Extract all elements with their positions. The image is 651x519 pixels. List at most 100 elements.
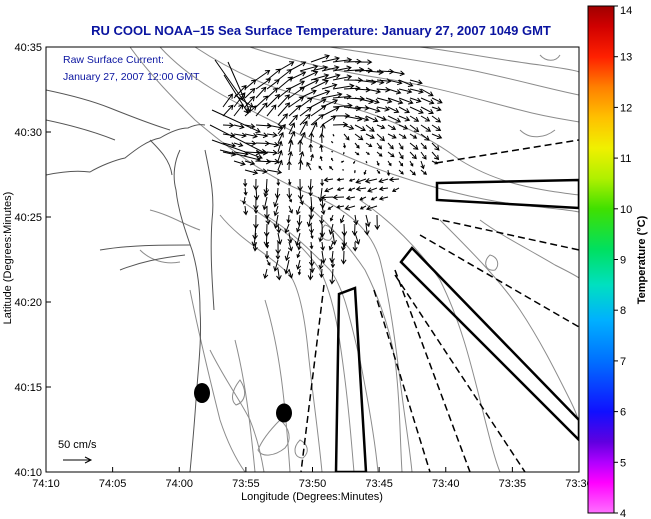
current-vector <box>341 232 348 248</box>
colorbar-tick-label: 5 <box>620 457 626 469</box>
current-vector <box>365 133 375 139</box>
current-vector <box>409 133 418 139</box>
current-vector <box>307 178 314 191</box>
current-vector <box>286 187 293 199</box>
current-vector <box>209 124 266 154</box>
current-vector <box>266 132 278 138</box>
y-tick-label: 40:25 <box>14 212 42 224</box>
current-vector <box>409 115 420 122</box>
current-vector <box>331 157 334 162</box>
y-tick-label: 40:20 <box>14 297 42 309</box>
current-vector <box>387 142 394 150</box>
current-vector <box>376 97 393 104</box>
current-vector <box>266 259 271 266</box>
current-vector <box>323 177 334 183</box>
current-vector <box>343 124 355 130</box>
current-vector <box>277 131 284 144</box>
current-vector <box>354 133 364 141</box>
current-vector <box>387 151 395 158</box>
current-vector <box>222 104 234 117</box>
colorbar-tick-label: 7 <box>620 356 626 368</box>
current-vector <box>431 124 442 132</box>
current-vector <box>309 241 314 250</box>
current-vector <box>318 232 324 243</box>
current-vector <box>387 97 404 105</box>
current-vector <box>310 114 324 126</box>
current-vector <box>253 187 260 201</box>
dashed-radials <box>300 139 579 472</box>
current-vector <box>319 214 325 225</box>
colorbar-label: Temperature (°C) <box>636 215 648 304</box>
current-vector <box>297 139 304 153</box>
current-vector <box>387 160 392 167</box>
current-vector <box>319 155 323 162</box>
current-vector <box>273 205 279 217</box>
current-vector <box>420 151 427 160</box>
current-vector <box>330 259 336 269</box>
current-vector <box>321 106 340 117</box>
current-vector <box>343 133 350 141</box>
current-vector <box>266 79 280 90</box>
current-vector <box>420 106 434 115</box>
current-vector <box>370 196 378 201</box>
current-vector <box>352 241 358 252</box>
x-axis-ticks: 74:10 74:05 74:00 73:55 73:50 73:45 73:40 73:35… <box>32 467 593 490</box>
current-vector <box>376 86 391 93</box>
bathymetry-contours <box>129 47 579 472</box>
current-vector <box>318 259 324 270</box>
current-vector <box>420 142 427 150</box>
current-vector <box>365 205 378 211</box>
current-vector <box>353 214 359 226</box>
current-vector <box>266 104 277 117</box>
current-vector <box>263 232 270 247</box>
x-axis-label: Longitude (Degrees:Minutes) <box>241 491 383 503</box>
current-vector <box>287 232 293 244</box>
current-vector <box>284 250 290 262</box>
current-vector <box>277 140 283 153</box>
current-vector <box>288 96 305 108</box>
current-vector <box>244 160 256 166</box>
current-vector <box>329 214 334 222</box>
current-vector <box>299 150 305 162</box>
colorbar-tick-label: 8 <box>620 305 626 317</box>
current-vector <box>354 232 361 245</box>
current-vector <box>354 124 366 132</box>
current-vector <box>276 268 282 281</box>
current-vector <box>336 177 345 182</box>
current-vector <box>288 130 296 144</box>
current-vector <box>287 241 293 252</box>
current-vector <box>343 95 365 102</box>
current-vector <box>365 88 382 94</box>
current-vector <box>342 151 345 155</box>
current-vector <box>284 223 290 234</box>
current-vector <box>420 88 434 97</box>
current-vector <box>276 232 283 245</box>
current-vector <box>398 160 404 167</box>
current-vector <box>376 160 380 166</box>
current-vector <box>387 115 402 123</box>
current-vector <box>288 114 298 126</box>
current-vector <box>253 206 259 214</box>
current-vector <box>387 106 400 114</box>
current-vector <box>255 95 269 108</box>
current-vector <box>277 87 292 99</box>
current-vector <box>409 88 424 94</box>
current-vector <box>277 149 283 162</box>
coastline <box>46 89 215 472</box>
current-vector <box>398 88 413 94</box>
current-vector <box>308 187 313 197</box>
current-vector <box>387 124 397 130</box>
current-vector <box>355 178 367 184</box>
current-vector <box>387 88 402 95</box>
current-vector <box>288 122 296 135</box>
current-vector <box>255 158 272 165</box>
current-vector <box>243 187 248 196</box>
current-vector <box>295 205 301 216</box>
current-vector <box>431 97 443 104</box>
current-vector <box>288 104 302 117</box>
current-vector <box>265 214 271 225</box>
current-vector <box>387 79 403 86</box>
current-vector <box>365 142 373 148</box>
current-vector <box>376 133 386 142</box>
y-axis-ticks: 40:35 40:30 40:25 40:20 40:15 40:10 <box>14 42 51 479</box>
